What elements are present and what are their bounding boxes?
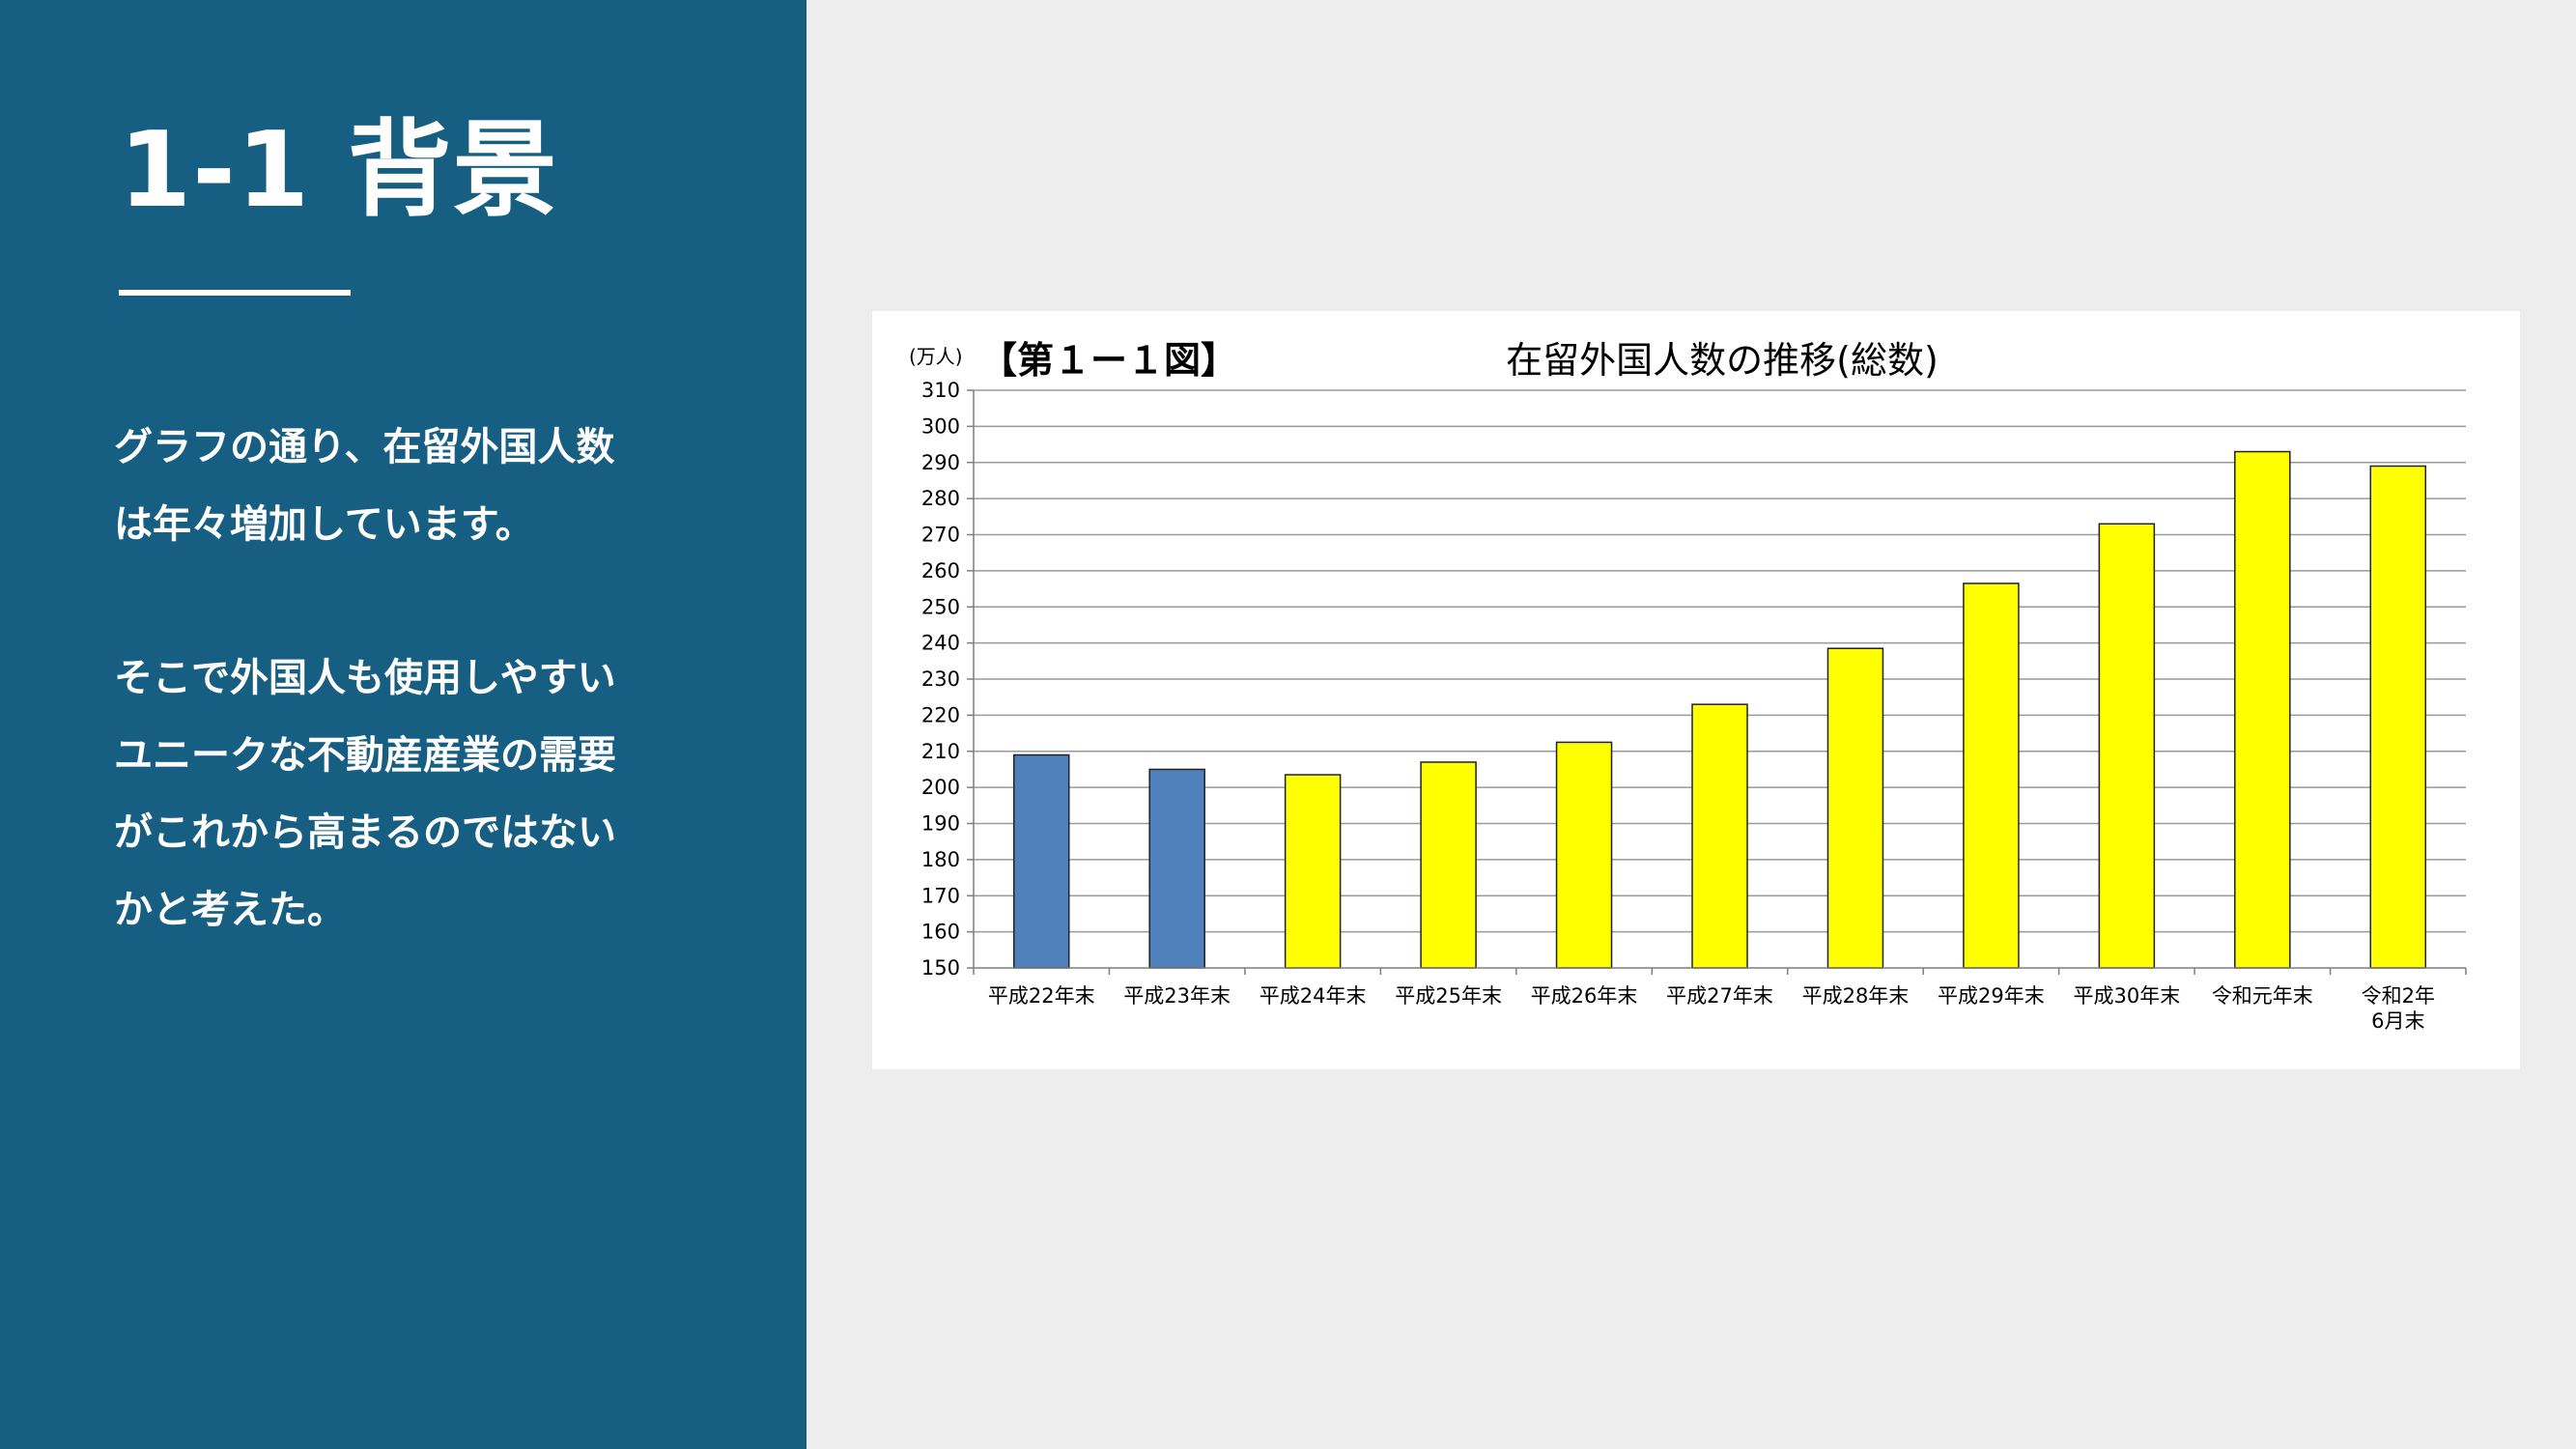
y-tick-label: 160	[921, 921, 960, 944]
y-tick-label: 260	[921, 559, 960, 582]
bar	[1148, 768, 1205, 969]
paragraph-2-line-2: ユニークな不動産産業の需要	[114, 733, 616, 778]
slide-title: 1-1 背景	[119, 110, 558, 231]
x-tick-label: 6月末	[2371, 1009, 2424, 1033]
bar	[2234, 450, 2291, 969]
paragraph-1-line-1: グラフの通り、在留外国人数	[114, 425, 615, 469]
y-tick-label: 150	[921, 956, 960, 980]
bar	[1555, 741, 1613, 969]
y-tick-label: 270	[921, 524, 960, 547]
x-tick-label: 平成30年末	[2073, 984, 2180, 1008]
x-tick-label: 令和元年末	[2212, 984, 2313, 1008]
y-tick-label: 300	[921, 414, 960, 438]
y-tick-label: 220	[921, 703, 960, 726]
x-tick-label: 平成22年末	[988, 984, 1095, 1008]
chart-card: (万人) 【第１ー１図】 在留外国人数の推移(総数) 150 160 170 180 1…	[872, 311, 2520, 1069]
bar	[1826, 647, 1884, 969]
bar	[1012, 753, 1070, 969]
bar	[1691, 703, 1748, 969]
y-tick-label: 210	[921, 740, 960, 763]
x-tick-label: 平成27年末	[1666, 984, 1773, 1008]
y-tick-label: 250	[921, 595, 960, 618]
paragraph-2: そこで外国人も使用しやすい ユニークな不動産産業の需要 がこれから高まるのではな…	[114, 639, 732, 949]
chart-title: 在留外国人数の推移(総数)	[1506, 339, 1939, 382]
x-axis-labels: 平成22年末 平成23年末 平成24年末 平成25年末 平成26年末 平成27年末 平成28…	[988, 984, 2435, 1033]
bars	[1012, 450, 2427, 969]
left-panel: 1-1 背景 グラフの通り、在留外国人数 は年々増加しています。 そこで外国人も…	[0, 0, 807, 1449]
y-tick-label: 230	[921, 668, 960, 691]
y-tick-label: 280	[921, 487, 960, 510]
y-tick-label: 170	[921, 884, 960, 907]
y-axis-ticks: 150 160 170 180 190 200 210 220 230 240 250 260 270 2…	[921, 379, 974, 980]
bar	[1963, 582, 2020, 969]
paragraph-1-line-2: は年々増加しています。	[114, 502, 534, 547]
paragraph-2-line-1: そこで外国人も使用しやすい	[114, 656, 616, 700]
y-tick-label: 190	[921, 812, 960, 836]
figure-label: 【第１ー１図】	[980, 339, 1237, 382]
unit-label: (万人)	[909, 345, 963, 368]
x-tick-label: 平成24年末	[1260, 984, 1367, 1008]
paragraph-2-line-3: がこれから高まるのではない	[114, 810, 616, 855]
bar	[1284, 774, 1342, 969]
paragraph-2-line-4: かと考えた。	[114, 888, 346, 932]
bar	[1420, 761, 1477, 969]
y-tick-label: 240	[921, 632, 960, 655]
x-tick-label: 平成25年末	[1395, 984, 1502, 1008]
x-tick-label: 平成23年末	[1123, 984, 1231, 1008]
y-tick-label: 180	[921, 848, 960, 871]
bar	[2098, 523, 2156, 969]
axes	[973, 390, 2467, 975]
x-tick-label: 令和2年	[2362, 984, 2435, 1008]
y-tick-label: 310	[921, 379, 960, 402]
title-underline	[119, 290, 351, 296]
x-tick-label: 平成26年末	[1531, 984, 1638, 1008]
y-tick-label: 200	[921, 776, 960, 799]
bar-chart: (万人) 【第１ー１図】 在留外国人数の推移(総数) 1501601701801…	[909, 339, 2467, 1033]
bar	[2369, 465, 2427, 969]
x-tick-label: 平成29年末	[1938, 984, 2045, 1008]
y-tick-label: 290	[921, 451, 960, 474]
paragraph-1: グラフの通り、在留外国人数 は年々増加しています。	[114, 409, 732, 563]
x-tick-label: 平成28年末	[1802, 984, 1910, 1008]
